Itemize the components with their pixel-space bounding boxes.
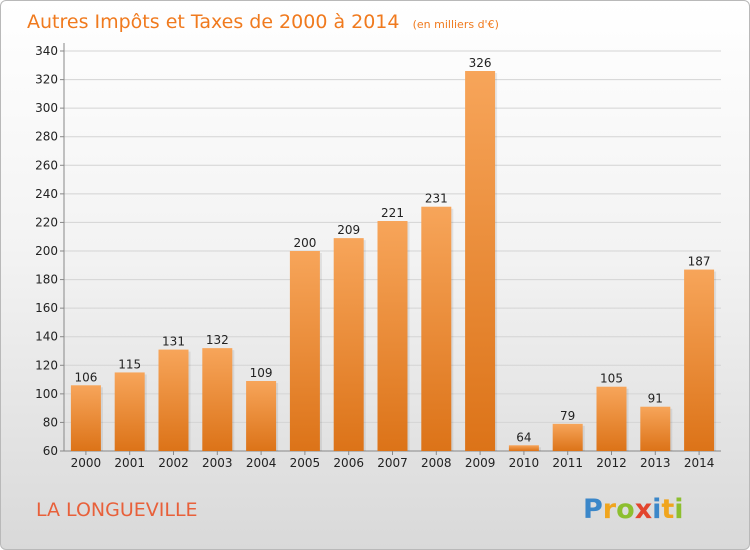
value-label-2008: 231: [425, 192, 448, 206]
logo-letter: r: [603, 494, 617, 525]
bar-2002: [158, 349, 189, 451]
logo-letter: t: [661, 494, 674, 525]
bar-2013: [640, 406, 671, 451]
x-tick-label-2006: 2006: [333, 456, 364, 470]
x-tick-label-2003: 2003: [202, 456, 233, 470]
y-tick-label: 60: [43, 444, 58, 458]
logo-letter: i: [652, 494, 661, 525]
value-label-2010: 64: [516, 430, 531, 444]
y-tick-label: 240: [35, 187, 58, 201]
chart-title-unit: (en milliers d'€): [413, 18, 499, 31]
x-tick-label-2004: 2004: [246, 456, 277, 470]
chart-title-main: Autres Impôts et Taxes de 2000 à 2014: [27, 11, 400, 33]
bar-2001: [114, 372, 145, 451]
y-tick-label: 140: [35, 330, 58, 344]
x-tick-label-2001: 2001: [114, 456, 145, 470]
x-tick-label-2008: 2008: [421, 456, 452, 470]
x-tick-label-2010: 2010: [509, 456, 540, 470]
y-tick-label: 300: [35, 101, 58, 115]
x-tick-label-2007: 2007: [377, 456, 408, 470]
bar-2014: [684, 269, 715, 451]
chart-title: Autres Impôts et Taxes de 2000 à 2014 (e…: [27, 11, 499, 33]
x-tick-label-2013: 2013: [640, 456, 671, 470]
y-tick-label: 160: [35, 301, 58, 315]
y-tick-label: 320: [35, 73, 58, 87]
value-label-2001: 115: [118, 357, 141, 371]
value-label-2004: 109: [250, 366, 273, 380]
value-label-2011: 79: [560, 409, 575, 423]
logo-letter: P: [583, 494, 603, 525]
value-label-2006: 209: [337, 223, 360, 237]
x-tick-label-2009: 2009: [465, 456, 496, 470]
value-label-2012: 105: [600, 372, 623, 386]
value-label-2003: 132: [206, 333, 229, 347]
value-label-2013: 91: [648, 392, 663, 406]
x-tick-label-2011: 2011: [552, 456, 583, 470]
x-axis-ticks: 2000 2001 2002 2003 2004 2005 2006 2007 2008 2009…: [71, 451, 715, 470]
y-tick-label: 200: [35, 244, 58, 258]
x-tick-label-2000: 2000: [71, 456, 102, 470]
value-label-2014: 187: [688, 255, 711, 269]
bar-2005: [289, 251, 320, 451]
value-label-2005: 200: [293, 236, 316, 250]
bar-2010: [508, 445, 539, 451]
bar-2012: [596, 386, 627, 451]
y-tick-label: 180: [35, 273, 58, 287]
y-tick-label: 340: [35, 44, 58, 58]
bar-2004: [246, 381, 277, 451]
logo-letter: o: [616, 494, 635, 525]
value-label-2009: 326: [469, 56, 492, 70]
bar-2007: [377, 221, 408, 451]
y-tick-label: 220: [35, 215, 58, 229]
y-tick-label: 80: [43, 415, 58, 429]
y-tick-label: 280: [35, 130, 58, 144]
bars: [70, 71, 717, 451]
bar-2006: [333, 238, 364, 451]
bar-2011: [552, 423, 583, 451]
commune-name: LA LONGUEVILLE: [36, 499, 198, 521]
x-tick-label-2005: 2005: [290, 456, 321, 470]
bar-2009: [465, 71, 496, 451]
y-tick-label: 100: [35, 387, 58, 401]
y-tick-label: 120: [35, 358, 58, 372]
x-tick-label-2012: 2012: [596, 456, 627, 470]
value-label-2000: 106: [74, 370, 97, 384]
value-labels: 106 115 131 132 109 200 209 221 231 326 64 79 105 91 1…: [74, 56, 710, 444]
value-label-2002: 131: [162, 335, 185, 349]
x-tick-label-2014: 2014: [684, 456, 715, 470]
bar-2003: [202, 348, 233, 451]
y-axis-ticks: 60 80 100 120 140 160 180 200 220 240 260 280 300 320…: [35, 44, 64, 458]
x-tick-label-2002: 2002: [158, 456, 189, 470]
bar-2008: [421, 206, 452, 451]
bar-2000: [70, 385, 101, 451]
proxiti-logo: Proxiti: [583, 494, 684, 525]
value-label-2007: 221: [381, 206, 404, 220]
logo-letter: i: [674, 494, 683, 525]
logo-letter: x: [635, 494, 652, 525]
y-tick-label: 260: [35, 158, 58, 172]
